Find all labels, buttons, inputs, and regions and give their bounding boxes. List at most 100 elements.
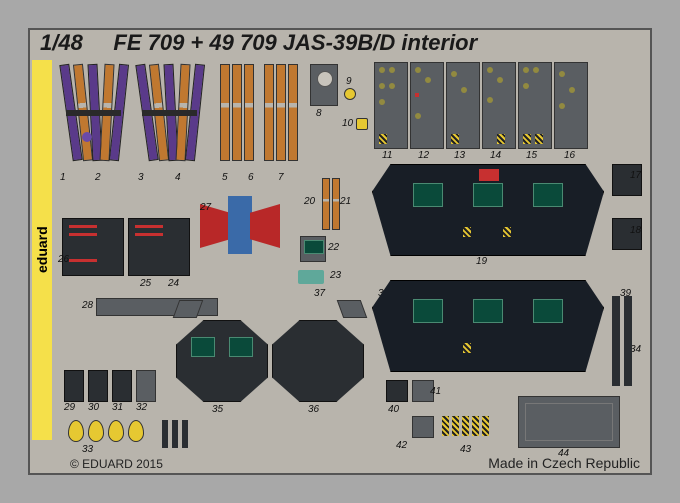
pe-fret-sheet: 1/48 FE 709 + 49 709 JAS-39B/D interior … bbox=[0, 0, 680, 503]
part-number: 9 bbox=[346, 76, 352, 87]
side-bar-r1 bbox=[612, 296, 620, 386]
part-number: 35 bbox=[212, 404, 223, 415]
mfd-screen bbox=[473, 299, 503, 323]
red-strip bbox=[69, 233, 97, 236]
part-number: 16 bbox=[564, 150, 575, 161]
red-shape bbox=[250, 204, 280, 248]
yellow-item bbox=[482, 416, 489, 436]
code-text: FE 709 + 49 709 JAS-39B/D interior bbox=[113, 30, 477, 55]
balloon-yellow bbox=[128, 420, 144, 442]
panel-knob bbox=[379, 99, 385, 105]
lower-bar bbox=[182, 420, 188, 448]
yellow-item bbox=[472, 416, 479, 436]
part-number: 13 bbox=[454, 150, 465, 161]
scale-text: 1/48 bbox=[40, 30, 83, 55]
blue-shape bbox=[228, 196, 252, 254]
instrument-panel-12 bbox=[410, 62, 444, 149]
part-number: 36 bbox=[308, 404, 319, 415]
belt-part bbox=[232, 64, 242, 161]
part-number: 28 bbox=[82, 300, 93, 311]
brand-stripe: eduard bbox=[32, 60, 52, 440]
warn-light bbox=[415, 93, 419, 97]
dark-panel-25 bbox=[128, 218, 190, 276]
panel-knob bbox=[389, 83, 395, 89]
part-number: 5 bbox=[222, 172, 228, 183]
part-number: 43 bbox=[460, 444, 471, 455]
yellow-strip-row bbox=[442, 416, 502, 440]
panel-knob bbox=[559, 71, 565, 77]
belt-part bbox=[276, 64, 286, 161]
mfd-screen bbox=[473, 183, 503, 207]
instrument-panel-16 bbox=[554, 62, 588, 149]
mini-panel-42 bbox=[412, 416, 434, 438]
part-number: 17 bbox=[630, 170, 641, 181]
cockpit-tub-front bbox=[372, 164, 604, 256]
part-number: 30 bbox=[88, 402, 99, 413]
part-number: 37 bbox=[314, 288, 325, 299]
mfd-screen bbox=[533, 183, 563, 207]
panel-knob bbox=[451, 71, 457, 77]
part-number: 7 bbox=[278, 172, 284, 183]
red-strip bbox=[135, 233, 163, 236]
product-title: 1/48 FE 709 + 49 709 JAS-39B/D interior bbox=[40, 30, 640, 56]
panel-knob bbox=[487, 97, 493, 103]
part-number: 33 bbox=[82, 444, 93, 455]
warn-stripe bbox=[463, 227, 471, 237]
panel-knob bbox=[461, 87, 467, 93]
part-number: 26 bbox=[58, 254, 69, 265]
part-number: 20 bbox=[304, 196, 315, 207]
belt-part bbox=[288, 64, 298, 161]
instrument-panel-14 bbox=[482, 62, 516, 149]
panel-knob bbox=[559, 103, 565, 109]
part-number: 27 bbox=[200, 202, 211, 213]
belt-part bbox=[264, 64, 274, 161]
instrument-panel-15 bbox=[518, 62, 552, 149]
belt-buckle bbox=[142, 110, 197, 116]
part-number: 6 bbox=[248, 172, 254, 183]
part-number: 21 bbox=[340, 196, 351, 207]
part-number: 40 bbox=[388, 404, 399, 415]
panel-knob bbox=[425, 77, 431, 83]
panel-knob bbox=[379, 83, 385, 89]
panel-inner bbox=[525, 403, 613, 441]
part-number: 10 bbox=[342, 118, 353, 129]
part-number: 4 bbox=[175, 172, 181, 183]
small-belt bbox=[332, 178, 340, 230]
small-light-32 bbox=[136, 370, 156, 402]
side-bar-r2 bbox=[624, 296, 632, 386]
panel-knob bbox=[379, 67, 385, 73]
panel-knob bbox=[497, 77, 503, 83]
lower-bar bbox=[162, 420, 168, 448]
mfd-screen bbox=[413, 299, 443, 323]
warn-stripe bbox=[379, 134, 387, 144]
part-number: 31 bbox=[112, 402, 123, 413]
panel-knob bbox=[415, 67, 421, 73]
instrument-panel-11 bbox=[374, 62, 408, 149]
seat-belt-group-left bbox=[62, 60, 132, 170]
part-number: 32 bbox=[136, 402, 147, 413]
red-strip bbox=[69, 225, 97, 228]
mini-panel-40 bbox=[386, 380, 408, 402]
copyright-text: © EDUARD 2015 bbox=[70, 457, 163, 471]
part-number: 15 bbox=[526, 150, 537, 161]
part-number: 18 bbox=[630, 225, 641, 236]
small-panel bbox=[310, 64, 338, 106]
seat-belt-group-2 bbox=[138, 60, 208, 170]
part-number: 41 bbox=[430, 386, 441, 397]
mfd-screen bbox=[533, 299, 563, 323]
seat-belt-group-3 bbox=[218, 60, 258, 170]
small-dark-30 bbox=[88, 370, 108, 402]
warn-stripe bbox=[523, 134, 531, 144]
balloon-yellow bbox=[68, 420, 84, 442]
part-number: 29 bbox=[64, 402, 75, 413]
part-number: 42 bbox=[396, 440, 407, 451]
part-number: 23 bbox=[330, 270, 341, 281]
warn-stripe bbox=[535, 134, 543, 144]
bottom-panel-44 bbox=[518, 396, 620, 448]
yellow-knob bbox=[344, 88, 356, 100]
dial bbox=[317, 71, 333, 87]
panel-knob bbox=[523, 67, 529, 73]
part-number: 25 bbox=[140, 278, 151, 289]
belt-part bbox=[244, 64, 254, 161]
part-number: 24 bbox=[168, 278, 179, 289]
